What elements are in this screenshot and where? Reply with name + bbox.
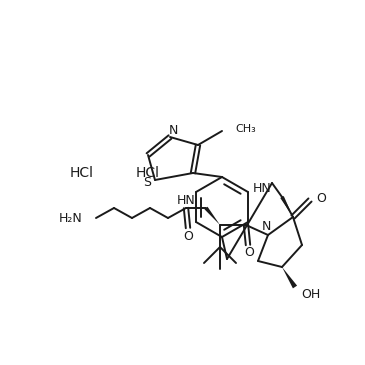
- Text: S: S: [143, 176, 151, 188]
- Text: N: N: [261, 220, 271, 234]
- Text: CH₃: CH₃: [235, 124, 256, 134]
- Text: O: O: [183, 230, 193, 242]
- Polygon shape: [282, 267, 297, 288]
- Text: N: N: [168, 123, 178, 137]
- Polygon shape: [280, 196, 293, 217]
- Text: O: O: [316, 192, 326, 204]
- Polygon shape: [204, 207, 220, 225]
- Text: HN: HN: [253, 182, 272, 196]
- Text: HCl: HCl: [136, 166, 160, 180]
- Text: H₂N: H₂N: [58, 211, 82, 224]
- Text: HN: HN: [177, 193, 196, 207]
- Text: O: O: [244, 246, 254, 260]
- Text: HCl: HCl: [70, 166, 94, 180]
- Text: OH: OH: [301, 288, 320, 301]
